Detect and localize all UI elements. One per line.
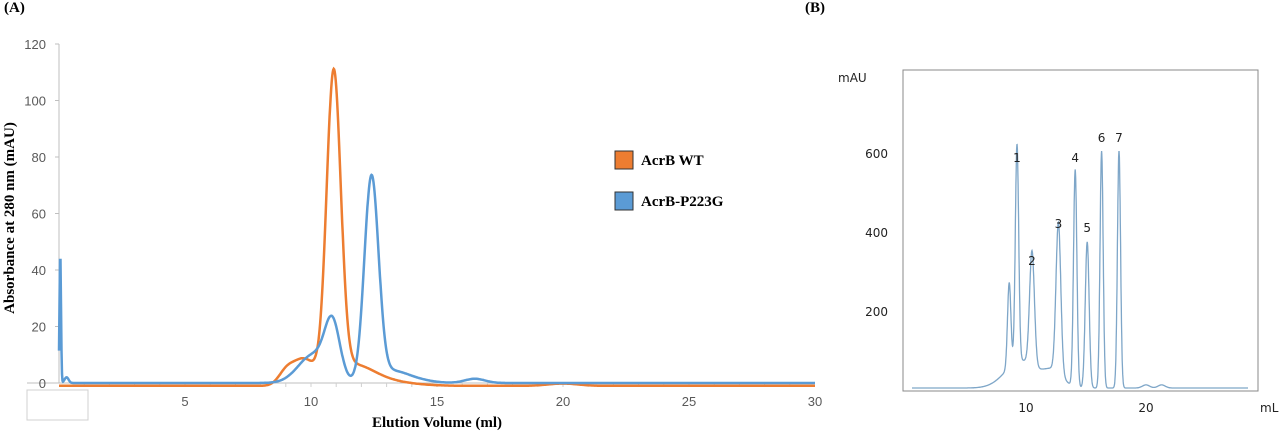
legend-label: AcrB WT bbox=[641, 153, 704, 169]
y-axis-label: Absorbance at 280 nm (mAU) bbox=[2, 122, 18, 314]
y-tick-label: 200 bbox=[865, 305, 888, 319]
panel-label-b: (B) bbox=[805, 0, 825, 16]
series-line-acrb-wt bbox=[59, 66, 815, 388]
x-tick-label: 10 bbox=[304, 394, 318, 409]
x-tick-label: 10 bbox=[1018, 401, 1033, 415]
peak-label: 7 bbox=[1115, 131, 1123, 145]
x-tick-label: 20 bbox=[1138, 401, 1153, 415]
axis-box bbox=[26, 389, 89, 421]
peak-label: 1 bbox=[1013, 151, 1021, 165]
y-tick-label: 100 bbox=[24, 94, 46, 109]
panel-label-a: (A) bbox=[4, 0, 25, 16]
legend-label: AcrB-P223G bbox=[641, 194, 724, 210]
series-line-acrb-p223g bbox=[57, 173, 815, 385]
legend-swatch bbox=[614, 150, 634, 170]
peak-label: 5 bbox=[1083, 221, 1091, 235]
x-tick-label: 15 bbox=[430, 394, 444, 409]
y-tick-label: 120 bbox=[24, 37, 46, 52]
x-tick-label: 5 bbox=[181, 394, 188, 409]
x-tick-label: 25 bbox=[682, 394, 696, 409]
plot-frame bbox=[902, 69, 1259, 392]
x-axis-label: Elution Volume (ml) bbox=[372, 415, 502, 431]
peak-label: 2 bbox=[1028, 254, 1036, 268]
peak-label: 6 bbox=[1098, 131, 1106, 145]
chromatogram-line bbox=[912, 143, 1248, 389]
y-tick-label: 80 bbox=[32, 150, 46, 165]
peak-label: 4 bbox=[1071, 151, 1079, 165]
y-tick-label: 600 bbox=[865, 147, 888, 161]
y-tick-label: 20 bbox=[32, 320, 46, 335]
y-axis-label: mAU bbox=[838, 71, 867, 85]
x-axis-label: mL bbox=[1260, 401, 1279, 415]
y-tick-label: 40 bbox=[32, 263, 46, 278]
y-tick-label: 0 bbox=[39, 376, 46, 391]
y-tick-label: 400 bbox=[865, 226, 888, 240]
x-tick-label: 30 bbox=[808, 394, 822, 409]
y-tick-label: 60 bbox=[32, 207, 46, 222]
x-tick-label: 20 bbox=[556, 394, 570, 409]
peak-label: 3 bbox=[1055, 217, 1063, 231]
legend-swatch bbox=[614, 191, 634, 211]
